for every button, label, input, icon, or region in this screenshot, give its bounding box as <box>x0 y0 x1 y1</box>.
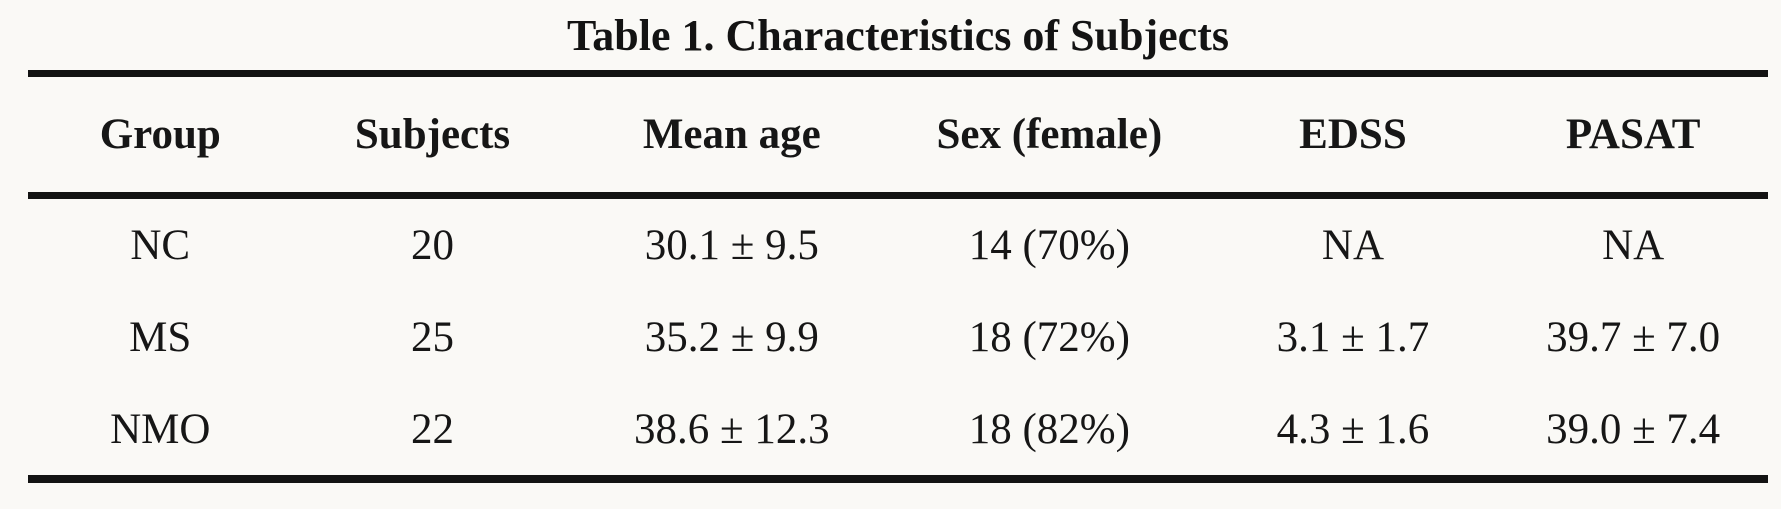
cell-ms-edss: 3.1 ± 1.7 <box>1276 313 1430 361</box>
cell-ms-mean-age: 35.2 ± 9.9 <box>644 313 819 361</box>
cell-ms-group: MS <box>129 313 192 361</box>
table-row-nmo: NMO 22 38.6 ± 12.3 18 (82%) 4.3 ± 1.6 39… <box>28 383 1768 479</box>
column-header-subjects: Subjects <box>292 73 573 199</box>
cell-nmo-group: NMO <box>110 405 211 453</box>
table-row-nc: NC 20 30.1 ± 9.5 14 (70%) NA NA <box>28 196 1768 292</box>
cell-nc-edss: NA <box>1321 221 1385 269</box>
cell-nmo-sex-female: 18 (82%) <box>968 405 1130 453</box>
characteristics-table: Group Subjects Mean age Sex (female) EDS… <box>28 70 1768 483</box>
column-header-sex-female: Sex (female) <box>891 73 1208 199</box>
cell-nmo-pasat: 39.0 ± 7.4 <box>1546 405 1721 453</box>
column-header-edss: EDSS <box>1207 73 1499 199</box>
cell-nc-sex-female: 14 (70%) <box>968 221 1130 269</box>
cell-nc-subjects: 20 <box>411 221 455 269</box>
cell-ms-subjects: 25 <box>411 313 455 361</box>
cell-nc-pasat: NA <box>1602 221 1665 269</box>
cell-nmo-mean-age: 38.6 ± 12.3 <box>633 405 830 453</box>
cell-nmo-edss: 4.3 ± 1.6 <box>1276 405 1430 453</box>
table-row-ms: MS 25 35.2 ± 9.9 18 (72%) 3.1 ± 1.7 39.7… <box>28 291 1768 383</box>
column-header-group: Group <box>28 73 293 199</box>
cell-ms-sex-female: 18 (72%) <box>968 313 1130 361</box>
cell-nc-mean-age: 30.1 ± 9.5 <box>644 221 819 269</box>
cell-nmo-subjects: 22 <box>411 405 455 453</box>
column-header-pasat: PASAT <box>1498 73 1768 199</box>
column-header-mean-age: Mean age <box>572 73 891 199</box>
table-header-row: Group Subjects Mean age Sex (female) EDS… <box>28 73 1768 199</box>
cell-ms-pasat: 39.7 ± 7.0 <box>1546 313 1721 361</box>
cell-nc-group: NC <box>130 221 191 269</box>
table-title: Table 1. Characteristics of Subjects <box>567 11 1229 60</box>
